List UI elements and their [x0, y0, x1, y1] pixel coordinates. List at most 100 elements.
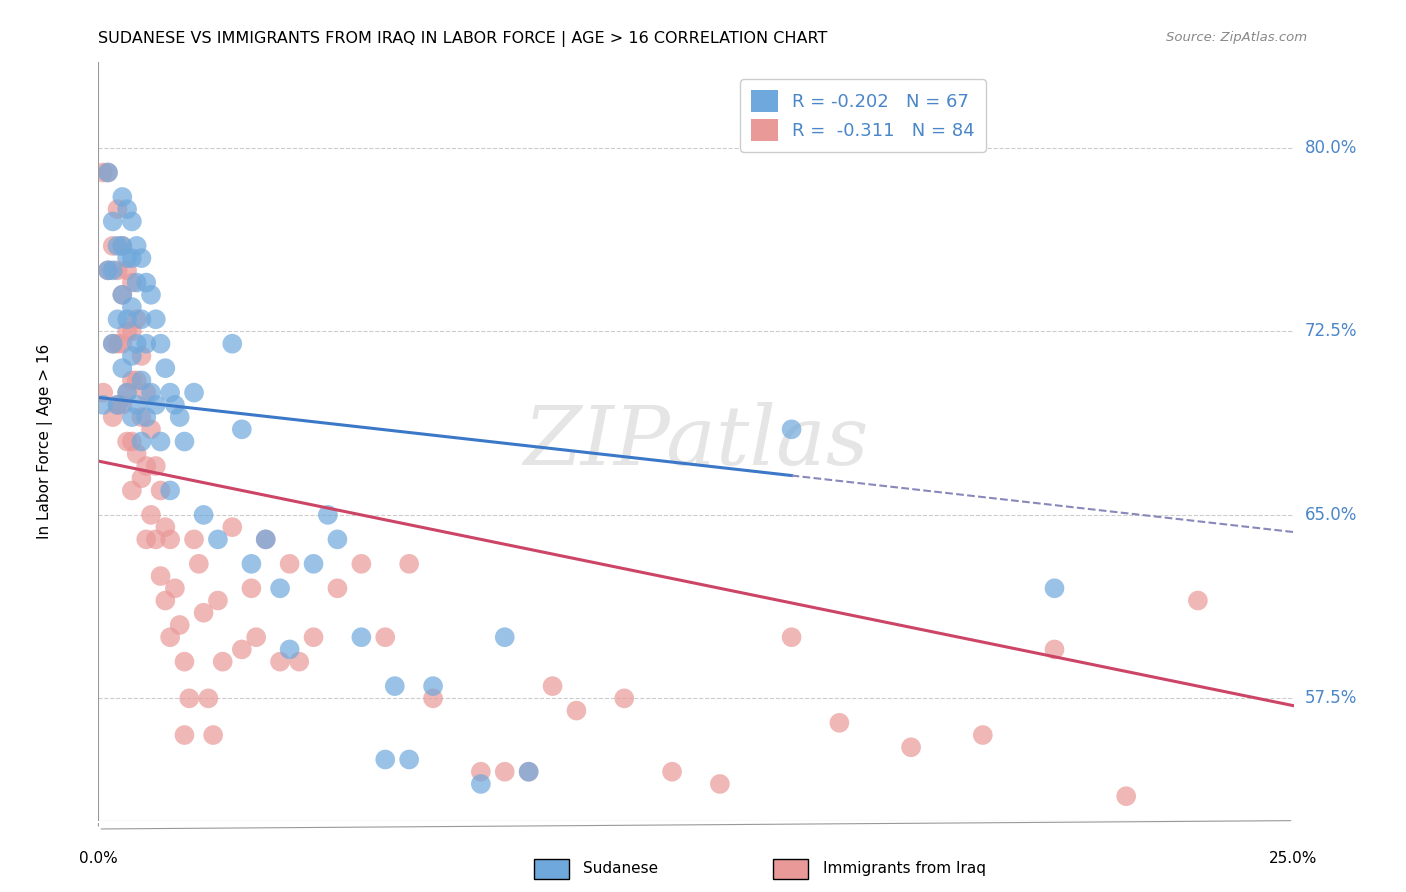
Point — [780, 422, 803, 436]
Point — [135, 336, 157, 351]
Point — [131, 251, 153, 265]
Point — [101, 336, 124, 351]
Point — [709, 777, 731, 791]
Point — [972, 728, 994, 742]
Point — [121, 325, 143, 339]
Point — [780, 630, 803, 644]
Point — [517, 764, 540, 779]
Point — [139, 385, 162, 400]
Point — [350, 557, 373, 571]
Point — [135, 385, 157, 400]
Text: 0.0%: 0.0% — [79, 851, 118, 866]
Point — [97, 165, 120, 179]
Point — [231, 642, 253, 657]
Point — [121, 410, 143, 425]
Point — [155, 593, 177, 607]
Point — [101, 263, 124, 277]
Point — [398, 557, 420, 571]
Point — [159, 533, 181, 547]
Point — [135, 458, 157, 473]
Point — [131, 373, 153, 387]
Point — [149, 434, 172, 449]
Point — [115, 434, 138, 449]
Point — [145, 398, 167, 412]
Point — [121, 251, 143, 265]
Point — [111, 239, 134, 253]
Point — [115, 325, 138, 339]
Point — [207, 593, 229, 607]
Point — [159, 630, 181, 644]
Point — [470, 764, 492, 779]
Text: ZIPatlas: ZIPatlas — [523, 401, 869, 482]
Point — [169, 410, 191, 425]
Point — [374, 752, 396, 766]
Point — [374, 630, 396, 644]
Point — [302, 630, 325, 644]
Point — [183, 385, 205, 400]
Point — [121, 214, 143, 228]
Text: SUDANESE VS IMMIGRANTS FROM IRAQ IN LABOR FORCE | AGE > 16 CORRELATION CHART: SUDANESE VS IMMIGRANTS FROM IRAQ IN LABO… — [98, 31, 828, 47]
Point — [231, 422, 253, 436]
Text: 25.0%: 25.0% — [1270, 851, 1317, 866]
Text: Sudanese: Sudanese — [583, 862, 658, 876]
Text: Source: ZipAtlas.com: Source: ZipAtlas.com — [1167, 31, 1308, 45]
Point — [240, 557, 263, 571]
Point — [221, 520, 243, 534]
Text: 57.5%: 57.5% — [1305, 690, 1357, 707]
Point — [159, 385, 181, 400]
Point — [1043, 642, 1066, 657]
Point — [97, 263, 120, 277]
Point — [159, 483, 181, 498]
Point — [494, 764, 516, 779]
Point — [125, 239, 148, 253]
Point — [565, 704, 588, 718]
Point — [398, 752, 420, 766]
Point — [139, 422, 162, 436]
Point — [125, 276, 148, 290]
Point — [269, 655, 291, 669]
Point — [422, 679, 444, 693]
Point — [97, 263, 120, 277]
Point — [91, 385, 114, 400]
Point — [163, 582, 186, 596]
Point — [101, 239, 124, 253]
Point — [254, 533, 277, 547]
Legend: R = -0.202   N = 67, R =  -0.311   N = 84: R = -0.202 N = 67, R = -0.311 N = 84 — [740, 79, 986, 152]
Point — [197, 691, 219, 706]
Point — [149, 483, 172, 498]
Point — [221, 336, 243, 351]
Point — [91, 398, 114, 412]
Point — [139, 287, 162, 301]
Text: 80.0%: 80.0% — [1305, 139, 1357, 157]
Point — [245, 630, 267, 644]
Text: 72.5%: 72.5% — [1305, 323, 1357, 341]
Point — [107, 263, 129, 277]
Point — [91, 165, 114, 179]
Point — [107, 239, 129, 253]
Text: In Labor Force | Age > 16: In Labor Force | Age > 16 — [37, 344, 52, 539]
Point — [131, 471, 153, 485]
Point — [240, 582, 263, 596]
Point — [187, 557, 209, 571]
Point — [326, 533, 349, 547]
Point — [111, 190, 134, 204]
Point — [121, 300, 143, 314]
Point — [125, 447, 148, 461]
Point — [115, 251, 138, 265]
Point — [1187, 593, 1209, 607]
Point — [169, 618, 191, 632]
Point — [316, 508, 339, 522]
Point — [900, 740, 922, 755]
Point — [193, 508, 215, 522]
Point — [97, 165, 120, 179]
Point — [121, 483, 143, 498]
Point — [828, 715, 851, 730]
Point — [115, 202, 138, 217]
Point — [145, 312, 167, 326]
Point — [101, 336, 124, 351]
Point — [384, 679, 406, 693]
Point — [173, 728, 195, 742]
Point — [302, 557, 325, 571]
Point — [121, 349, 143, 363]
Point — [125, 312, 148, 326]
